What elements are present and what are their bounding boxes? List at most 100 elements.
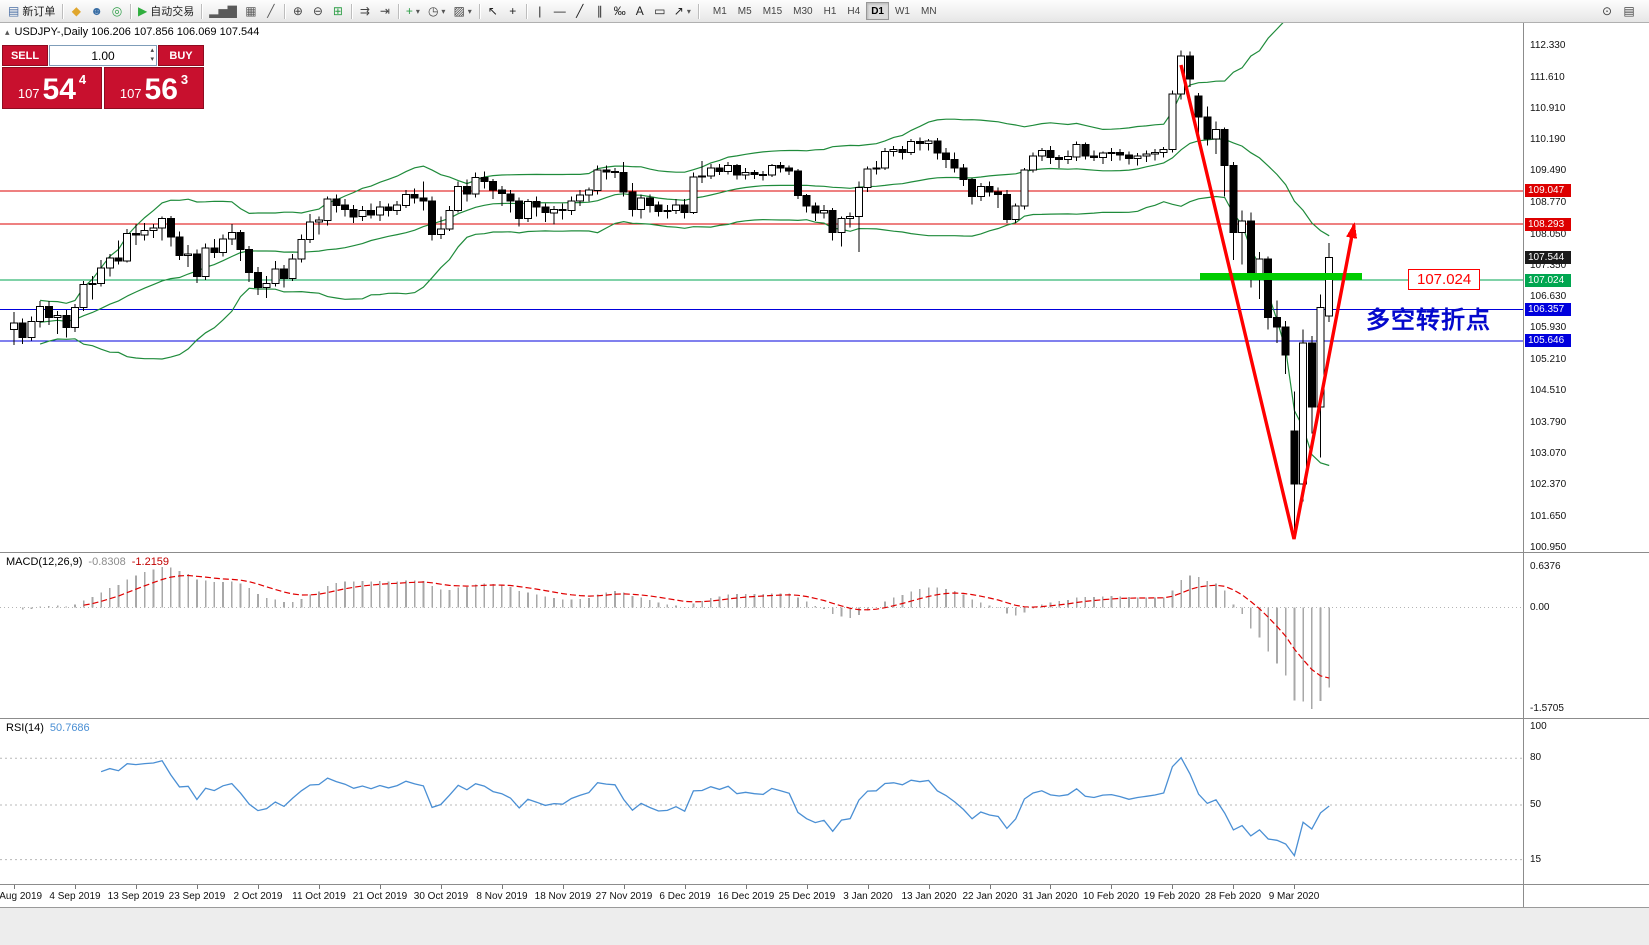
line-chart-icon[interactable]: ╱ (261, 2, 281, 21)
timeframe-m15[interactable]: M15 (762, 5, 783, 17)
toolbar-right-group: ⊙ ▤ (1597, 2, 1645, 21)
candlestick-chart-icon[interactable]: ▦ (241, 2, 261, 21)
time-axis-label: 18 Nov 2019 (534, 891, 592, 902)
periods-button[interactable]: ◷ ▾ (427, 4, 446, 18)
price-axis-label: 108.050 (1530, 229, 1567, 240)
styler-icon[interactable]: ◆ (66, 2, 86, 21)
auto-scroll-button[interactable]: ⇉ (355, 2, 375, 21)
toolbar-separator (129, 3, 131, 19)
timeframe-m30[interactable]: M30 (793, 5, 813, 17)
price-annotation-label[interactable]: 107.024 (1408, 269, 1481, 290)
time-axis-tick (807, 885, 808, 889)
time-axis-tick (563, 885, 564, 889)
time-axis-label: 8 Nov 2019 (476, 891, 528, 902)
timeframe-m1[interactable]: M1 (712, 5, 727, 17)
trendline-button[interactable]: ╱ (570, 2, 590, 21)
price-axis-label: 109.490 (1530, 165, 1567, 176)
time-axis-label: 13 Sep 2019 (107, 891, 165, 902)
rsi-canvas[interactable] (0, 719, 1523, 884)
rsi-value: 50.7686 (49, 722, 90, 734)
timeframe-w1[interactable]: W1 (894, 5, 910, 17)
magnifier-icon-glyph: ⊙ (1601, 4, 1613, 18)
price-axis-label: 110.190 (1530, 134, 1566, 145)
panel-separator[interactable] (0, 718, 1649, 719)
horizontal-line-glyph: — (553, 4, 566, 18)
horizontal-line-button[interactable]: — (550, 2, 570, 21)
timeframe-mn[interactable]: MN (920, 5, 937, 17)
new-order-button[interactable]: ▤ 新订单 (8, 4, 56, 18)
time-axis-tick (1294, 885, 1295, 889)
price-tag: 106.357 (1525, 303, 1571, 316)
candlestick-chart-icon-glyph: ▦ (245, 4, 257, 18)
volume-down-stepper[interactable]: ▾ (150, 56, 154, 63)
arrows-button[interactable]: ↗ ▾ (673, 4, 691, 18)
macd-canvas[interactable] (0, 553, 1523, 718)
timeframe-h4[interactable]: H4 (847, 5, 861, 17)
new-order-glyph: ▤ (8, 4, 20, 18)
time-axis-tick (14, 885, 15, 889)
magnifier-icon[interactable]: ⊙ (1597, 2, 1617, 21)
time-axis-tick (746, 885, 747, 889)
chart-window: ▴ USDJPY-,Daily 106.206 107.856 106.069 … (0, 23, 1649, 945)
one-click-toggle-icon[interactable]: ▴ (5, 26, 10, 37)
autotrade-button[interactable]: ▶ 自动交易 (137, 4, 195, 18)
turning-point-text[interactable]: 多空转折点 (1366, 307, 1491, 334)
sell-button[interactable]: SELL (2, 45, 48, 66)
time-axis-tick (929, 885, 930, 889)
price-axis-label: 101.650 (1530, 511, 1567, 522)
toolbar-left-group: ▤ 新订单 ◆ ☻ ◎ ▶ 自动交易 ▂▅▇ ▦ ╱ ⊕ ⊖ ⊞ ⇉ ⇥ + ▾ ◷ ▾ ▨ ▾ ↖ + | — ╱ ∥ ‰ A ▭ ↗ ▾ (4, 2, 702, 21)
price-axis[interactable]: 112.330 111.610 110.910 110.190 109.490 108.7… (1523, 23, 1649, 945)
zoom-in-button[interactable]: ⊕ (288, 2, 308, 21)
community-icon[interactable]: ◎ (107, 2, 127, 21)
panel-separator[interactable] (0, 552, 1649, 553)
price-axis-label: 103.790 (1530, 417, 1567, 428)
indicators-glyph: + (405, 4, 413, 18)
market-watch-icon-glyph: ☻ (90, 4, 103, 18)
label-glyph: ▭ (654, 4, 666, 18)
label-button[interactable]: ▭ (650, 2, 670, 21)
sell-price-big: 54 (42, 73, 76, 106)
volume-input[interactable]: 1.00 ▴ ▾ (49, 45, 157, 66)
toolbar-separator (350, 3, 352, 19)
channel-button[interactable]: ∥ (590, 2, 610, 21)
price-axis-label: 111.610 (1530, 72, 1565, 83)
cursor-button[interactable]: ↖ (483, 2, 503, 21)
time-axis-label: 4 Sep 2019 (49, 891, 101, 902)
volume-up-stepper[interactable]: ▴ (150, 47, 154, 54)
main-chart-canvas[interactable] (0, 23, 1523, 553)
rsi-axis-label: 50 (1530, 799, 1542, 810)
sell-price-button[interactable]: 107 54 4 (2, 67, 102, 109)
buy-price-button[interactable]: 107 56 3 (104, 67, 204, 109)
vertical-line-button[interactable]: | (530, 2, 550, 21)
market-watch-icon[interactable]: ☻ (86, 2, 107, 21)
printer-icon[interactable]: ▤ (1619, 2, 1639, 21)
buy-button[interactable]: BUY (158, 45, 204, 66)
chart-shift-button[interactable]: ⇥ (375, 2, 395, 21)
time-axis-tick (258, 885, 259, 889)
time-axis-label: 26 Aug 2019 (0, 891, 43, 902)
indicators-button[interactable]: + ▾ (405, 4, 420, 18)
time-axis-tick (1172, 885, 1173, 889)
text-button[interactable]: A (630, 2, 650, 21)
crosshair-button[interactable]: + (503, 2, 523, 21)
price-tag: 109.047 (1525, 184, 1571, 197)
timeframe-h1[interactable]: H1 (823, 5, 837, 17)
bar-chart-icon[interactable]: ▂▅▇ (205, 2, 241, 21)
timeframe-d1[interactable]: D1 (866, 2, 889, 20)
price-tag: 105.646 (1525, 334, 1571, 347)
tile-windows-button[interactable]: ⊞ (328, 2, 348, 21)
templates-button[interactable]: ▨ ▾ (453, 4, 472, 18)
time-axis-label: 3 Jan 2020 (843, 891, 893, 902)
fibonacci-button[interactable]: ‰ (610, 2, 630, 21)
time-axis-label: 2 Oct 2019 (233, 891, 283, 902)
zoom-out-glyph: ⊖ (312, 4, 323, 18)
zoom-out-button[interactable]: ⊖ (308, 2, 328, 21)
price-axis-label: 100.950 (1530, 542, 1567, 553)
price-axis-label: 110.910 (1530, 103, 1566, 114)
time-axis-label: 23 Sep 2019 (168, 891, 226, 902)
autotrade-glyph: ▶ (137, 4, 148, 18)
channel-glyph: ∥ (596, 4, 603, 18)
timeframe-bar: M1 M5 M15 M30 H1 H4 D1 W1 MN (708, 2, 942, 20)
timeframe-m5[interactable]: M5 (737, 5, 752, 17)
